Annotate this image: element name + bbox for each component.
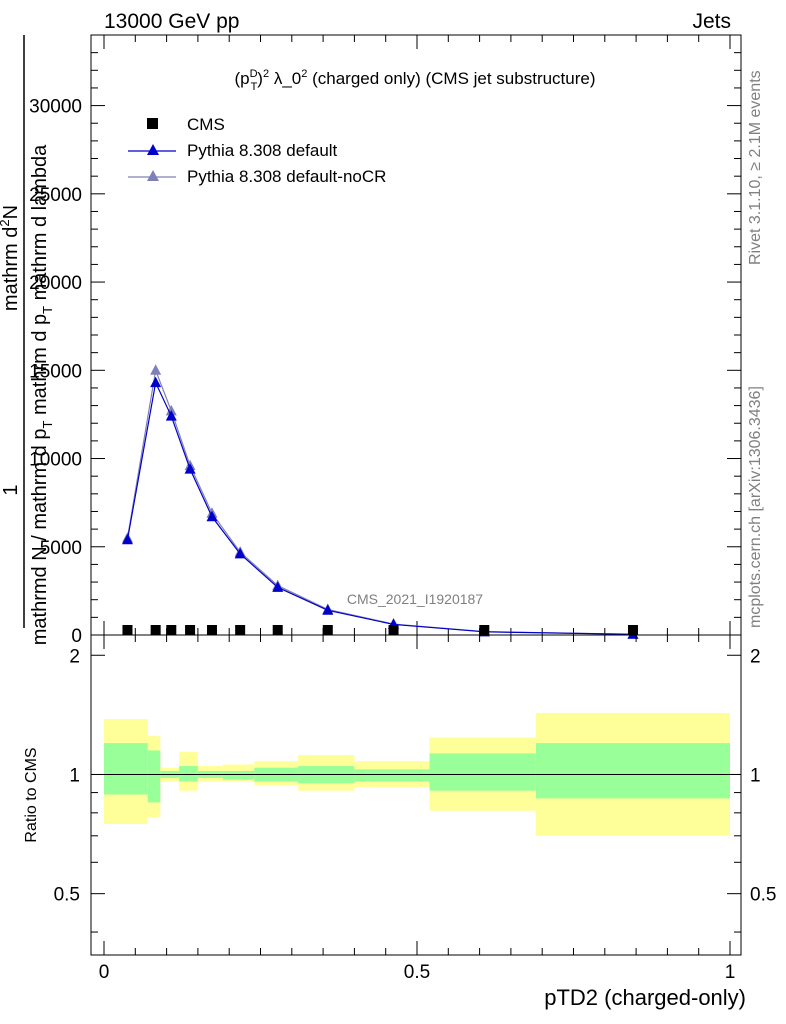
marker-pythia-default [206,510,218,522]
marker-cms [322,625,333,635]
ratio-band-inner [429,753,536,791]
ratio-panel: 0.5 0.51 12 2 0 0.5 1 Ratio to CMS pTD2 (char… [23,634,776,1010]
marker-cms [479,625,490,635]
ratio-y-label: Ratio to CMS [23,747,40,842]
marker-pythia-default [150,376,162,388]
marker-pythia-nocr [150,364,162,375]
legend-label-nocr: Pythia 8.308 default-noCR [187,167,386,186]
ratio-y-tick-label: 0.5 [54,885,80,906]
ratio-frame [90,634,742,956]
marker-cms [206,625,217,635]
x-tick-label: 1 [725,962,736,983]
marker-cms [122,625,133,635]
header-left: 13000 GeV pp [104,10,239,33]
legend-marker-default [147,144,159,155]
marker-cms [272,625,283,635]
legend-label-cms: CMS [187,115,225,134]
ratio-y-tick-label: 2 [69,646,80,667]
ratio-band-inner [147,750,161,803]
mcplots-label: mcplots.cern.ch [arXiv:1306.3436] [747,386,764,628]
main-y-tick-label: 5000 [40,538,82,559]
ratio-y-tick-label-right: 2 [750,646,761,667]
svg-text:mathrm d2N: mathrm d2N [0,205,22,311]
ratio-band-inner [104,743,148,795]
ratio-band-inner [222,771,255,780]
legend-label-default: Pythia 8.308 default [187,141,338,160]
svg-text:1: 1 [0,484,22,495]
main-y-tick-label: 20000 [29,273,82,294]
marker-pythia-default [121,533,133,545]
marker-pythia-default [234,547,246,559]
x-tick-label: 0.5 [404,962,430,983]
main-y-tick-label: 15000 [29,361,82,382]
x-axis-label: pTD2 (charged-only) [544,985,746,1010]
marker-cms [627,625,638,635]
svg-text:mathrmd N / mathrm d pT mathrm: mathrmd N / mathrm d pT mathrm d pT math… [29,144,55,645]
marker-pythia-default [184,463,196,474]
analysis-watermark: CMS_2021_I1920187 [347,591,483,607]
main-y-tick-label: 30000 [29,97,82,118]
chart-title: (pD T)2 λ_02 (charged only) (CMS jet subs… [234,68,595,93]
ratio-band-inner [535,743,730,799]
marker-cms [150,625,161,635]
y-axis-label: mathrm d2N 1 mathrmd N / mathrm d pT mat… [0,35,55,645]
legend: CMS Pythia 8.308 default Pythia 8.308 de… [128,115,386,186]
marker-pythia-nocr [165,404,177,416]
main-x-ticks [103,35,731,635]
marker-pythia-default [272,581,284,592]
marker-cms [388,625,399,635]
ratio-band-inner [179,766,198,782]
x-tick-label: 0 [99,962,110,983]
marker-cms [185,625,196,635]
ratio-x-ticks: 0 0.5 1 [99,635,736,983]
rivet-label: Rivet 3.1.10, ≥ 2.1M events [747,70,764,265]
ratio-y-tick-label: 1 [69,765,80,786]
ratio-y-tick-label-right: 0.5 [750,885,776,906]
main-y-tick-label: 25000 [29,185,82,206]
ratio-y-ticks: 0.5 0.5 1 1 2 2 [54,646,776,933]
main-y-tick-label: 0 [71,626,82,647]
ratio-y-tick-label-right: 1 [750,765,761,786]
marker-pythia-default [322,604,334,615]
main-y-tick-label: 10000 [29,450,82,471]
ratio-band-inner [354,769,430,782]
main-y-ticks: 0 5000 10000 15000 20000 25000 30000 [29,52,741,647]
main-panel: 0 5000 10000 15000 20000 25000 30000 (pD T)2 λ_… [0,34,742,647]
legend-marker-nocr [147,170,159,181]
legend-marker-cms [147,118,158,129]
marker-cms [166,625,177,635]
main-series-group [121,364,639,639]
header-right: Jets [692,10,731,33]
marker-pythia-default [165,410,177,421]
marker-cms [235,625,246,635]
